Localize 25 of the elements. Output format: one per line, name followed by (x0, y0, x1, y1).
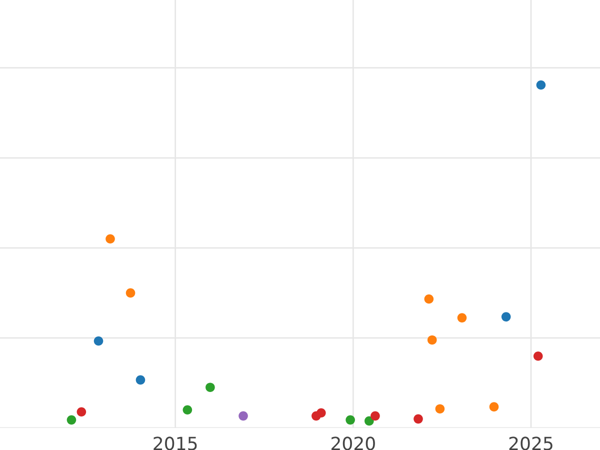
point (136, 375, 146, 385)
point (346, 415, 355, 425)
point (126, 288, 136, 298)
point (427, 335, 437, 345)
x-tick-label: 2025 (509, 436, 552, 450)
point (364, 416, 374, 426)
point (238, 411, 248, 421)
point (501, 312, 511, 322)
point (489, 402, 499, 412)
x-tick-label: 2015 (154, 436, 197, 450)
point (66, 415, 76, 425)
x-tick-label: 2020 (332, 436, 375, 450)
point (536, 80, 546, 90)
point (533, 351, 543, 361)
point (106, 234, 115, 244)
point (435, 404, 445, 414)
point (182, 405, 192, 415)
point (424, 294, 434, 304)
point (76, 407, 86, 417)
point (316, 408, 326, 418)
point (370, 411, 380, 421)
point (414, 414, 423, 424)
point (94, 336, 104, 346)
point (206, 382, 215, 392)
point (457, 313, 467, 322)
